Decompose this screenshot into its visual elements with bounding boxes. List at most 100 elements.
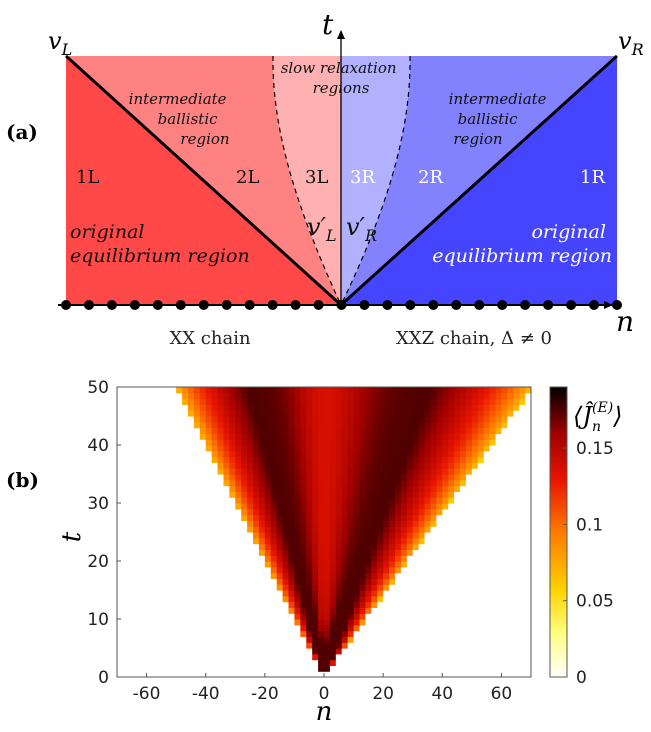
heatmap-cell xyxy=(412,549,420,556)
heatmap-cell xyxy=(152,537,159,545)
heatmap-cell xyxy=(211,607,219,614)
heatmap-cell xyxy=(312,503,319,510)
heatmap-cell xyxy=(335,450,343,458)
heatmap-cell xyxy=(377,566,384,574)
heatmap-cell xyxy=(436,561,443,568)
heatmap-cell xyxy=(442,613,449,620)
heatmap-cell xyxy=(176,474,183,481)
heatmap-cell xyxy=(341,648,349,655)
heatmap-cell xyxy=(389,532,396,539)
heatmap-cell xyxy=(442,416,449,423)
heatmap-cell xyxy=(122,665,130,672)
heatmap-cell xyxy=(152,549,159,556)
heatmap-cell xyxy=(288,462,296,469)
heatmap-cell xyxy=(253,433,260,440)
heatmap-cell xyxy=(471,549,479,556)
heatmap-cell xyxy=(477,584,485,591)
heatmap-cell xyxy=(223,497,230,504)
heatmap-cell xyxy=(335,543,343,550)
heatmap-cell xyxy=(306,601,313,608)
heatmap-cell xyxy=(300,439,307,446)
heatmap-cell xyxy=(371,450,378,458)
heatmap-cell xyxy=(454,427,461,434)
heatmap-cell xyxy=(134,526,142,533)
heatmap-cell xyxy=(300,474,307,481)
heatmap-cell xyxy=(324,619,331,626)
heatmap-cell xyxy=(140,566,148,574)
heatmap-cell xyxy=(513,555,520,562)
heatmap-cell xyxy=(294,537,301,545)
heatmap-cell xyxy=(140,642,148,649)
heatmap-cell xyxy=(507,485,514,492)
heatmap-cell xyxy=(394,410,402,417)
heatmap-cell xyxy=(182,474,189,481)
heatmap-cell xyxy=(460,648,467,655)
heatmap-cell xyxy=(383,636,390,643)
heatmap-cell xyxy=(418,561,426,568)
heatmap-cell xyxy=(217,439,225,446)
heatmap-cell xyxy=(335,648,343,655)
heatmap-cell xyxy=(335,433,343,440)
heatmap-cell xyxy=(217,659,225,666)
heatmap-cell xyxy=(418,566,426,574)
heatmap-cell xyxy=(140,537,148,545)
heatmap-cell xyxy=(282,503,290,510)
heatmap-cell xyxy=(430,572,437,579)
heatmap-cell xyxy=(294,514,301,521)
heatmap-cell xyxy=(122,450,130,458)
heatmap-cell xyxy=(460,659,467,666)
heatmap-cell xyxy=(211,566,219,574)
heatmap-cell xyxy=(282,526,290,533)
heatmap-cell xyxy=(182,671,189,677)
heatmap-cell xyxy=(406,468,414,475)
heatmap-cell xyxy=(513,404,520,411)
heatmap-cell xyxy=(306,410,313,417)
heatmap-cell xyxy=(418,387,426,394)
heatmap-cell xyxy=(217,474,225,481)
heatmap-cell xyxy=(312,665,319,672)
heatmap-cell xyxy=(170,398,177,405)
heatmap-cell xyxy=(170,636,177,643)
heatmap-cell xyxy=(229,450,236,458)
heatmap-cell xyxy=(329,630,337,637)
heatmap-cell xyxy=(205,607,213,614)
heatmap-cell xyxy=(329,532,337,539)
heatmap-cell xyxy=(465,526,473,533)
heatmap-cell xyxy=(489,653,497,661)
heatmap-cell xyxy=(442,537,449,545)
heatmap-cell xyxy=(235,404,242,411)
heatmap-cell xyxy=(412,421,420,429)
heatmap-cell xyxy=(170,445,177,452)
heatmap-cell xyxy=(247,659,254,666)
heatmap-cell xyxy=(471,526,479,533)
heatmap-cell xyxy=(448,520,455,527)
heatmap-cell xyxy=(406,659,414,666)
heatmap-cell xyxy=(300,595,307,603)
heatmap-cell xyxy=(241,537,248,545)
heatmap-cell xyxy=(383,578,390,585)
heatmap-cell xyxy=(489,491,497,498)
heatmap-cell xyxy=(241,404,248,411)
heatmap-cell xyxy=(258,578,266,585)
heatmap-cell xyxy=(294,607,301,614)
heatmap-cell xyxy=(235,659,242,666)
heatmap-cell xyxy=(359,514,366,521)
heatmap-cell xyxy=(501,479,508,487)
heatmap-cell xyxy=(335,532,343,539)
heatmap-cell xyxy=(122,613,130,620)
heatmap-cell xyxy=(471,421,479,429)
heatmap-cell xyxy=(460,642,467,649)
heatmap-cell xyxy=(158,520,165,527)
heatmap-cell xyxy=(270,526,278,533)
heatmap-cell xyxy=(436,427,443,434)
heatmap-cell xyxy=(418,410,426,417)
heatmap-cell xyxy=(359,445,366,452)
heatmap-cell xyxy=(383,526,390,533)
heatmap-cell xyxy=(318,503,325,510)
heatmap-cell xyxy=(211,549,219,556)
heatmap-cell xyxy=(365,566,372,574)
heatmap-cell xyxy=(247,450,254,458)
heatmap-cell xyxy=(117,485,124,492)
heatmap-cell xyxy=(146,416,154,423)
heatmap-cell xyxy=(241,503,248,510)
